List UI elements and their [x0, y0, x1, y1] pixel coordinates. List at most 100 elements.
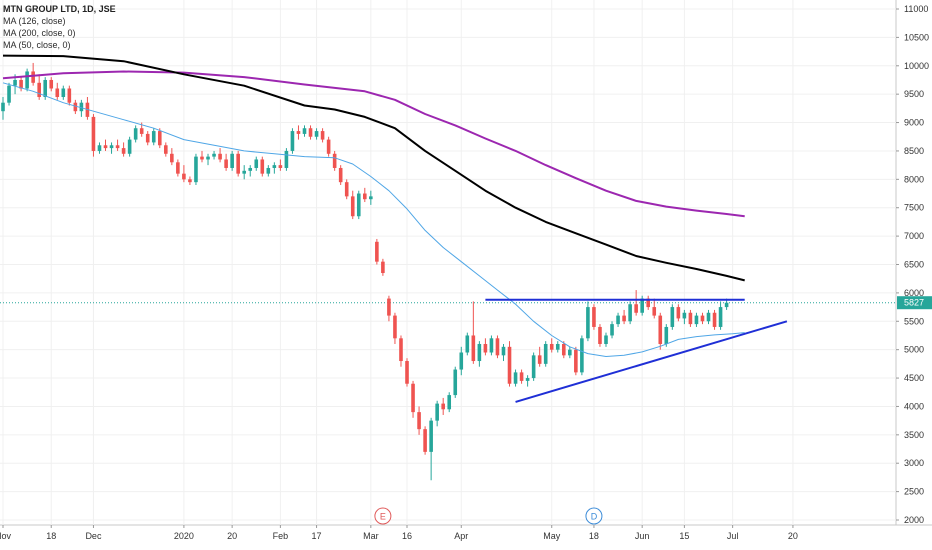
time-tick-label: Jul [727, 531, 739, 541]
last-price-label-box [897, 296, 932, 310]
candle-body [646, 298, 651, 308]
candle-body [688, 312, 693, 325]
candle-body [103, 145, 108, 149]
legend-ma50[interactable]: MA (50, close, 0) [3, 40, 71, 50]
price-tick-label: 11000 [904, 4, 928, 14]
candle-body [61, 88, 66, 98]
candle-body [592, 307, 596, 327]
event-marker-circle [585, 507, 603, 525]
time-tick-label: 18 [589, 531, 599, 541]
event-marker-e[interactable]: E [374, 507, 392, 525]
time-tick-label: Mar [363, 531, 379, 541]
price-tick-label: 4000 [904, 401, 924, 411]
candle-body [176, 162, 180, 174]
time-tick-label: Jun [635, 531, 650, 541]
candle-body [561, 343, 566, 356]
ma50-line [2, 82, 745, 357]
time-tick-label: Nov [0, 531, 11, 541]
candle-body [616, 315, 620, 325]
price-tick-label: 8000 [904, 174, 924, 184]
candle-body [350, 196, 355, 217]
candle-body [447, 395, 452, 410]
candle-body [568, 349, 572, 356]
candle-body [465, 335, 470, 353]
candle-body [170, 153, 174, 163]
candle-body [55, 88, 60, 98]
time-tick-label: Apr [454, 531, 468, 541]
price-tick-label: 10000 [904, 61, 929, 71]
candle-body [151, 131, 156, 143]
candle-body [411, 383, 415, 413]
candle-body [290, 131, 295, 151]
candle-body [417, 412, 421, 430]
candle-body [369, 196, 373, 200]
price-tick-label: 9000 [904, 118, 924, 128]
candle-body [682, 312, 687, 319]
price-tick-label: 2500 [904, 487, 924, 497]
candle-body [453, 369, 458, 396]
candle-body [218, 153, 222, 160]
candle-body [405, 361, 409, 384]
trendlines[interactable] [485, 298, 788, 403]
candle-body [543, 343, 548, 364]
time-tick-label: 17 [312, 531, 322, 541]
candlestick-series [1, 62, 729, 481]
time-axis[interactable]: Nov18Dec202020Feb17Mar16AprMay18Jun15Jul… [0, 525, 798, 541]
candle-body [555, 343, 560, 350]
candle-body [344, 182, 349, 197]
candle-body [477, 343, 482, 362]
candle-body [67, 88, 72, 103]
candle-body [640, 298, 644, 313]
legend-ma126[interactable]: MA (126, close) [3, 16, 66, 26]
price-tick-label: 3500 [904, 430, 924, 440]
price-tick-label: 5000 [904, 345, 924, 355]
candle-body [278, 165, 283, 168]
candle-body [25, 71, 29, 89]
candle-body [694, 315, 699, 325]
candle-body [19, 79, 23, 89]
candle-body [387, 298, 391, 316]
legend-ma200[interactable]: MA (200, close, 0) [3, 28, 76, 38]
ma200-line [2, 54, 745, 282]
candle-body [194, 156, 198, 183]
candle-body [441, 403, 445, 410]
symbol-title[interactable]: MTN GROUP LTD, 1D, JSE [3, 4, 116, 14]
price-axis[interactable]: 2000 2500 3000 3500 4000 4500 5000 5500 6000 6500… [896, 4, 929, 525]
event-marker-d[interactable]: D [585, 507, 603, 525]
candle-body [604, 335, 608, 344]
candle-body [236, 153, 240, 174]
candle-body [670, 307, 675, 327]
moving-averages [2, 54, 745, 357]
candle-body [519, 372, 524, 381]
candle-body [507, 346, 512, 384]
candle-body [91, 116, 96, 151]
time-tick-label: 2020 [174, 531, 194, 541]
candle-body [1, 102, 5, 112]
candle-body [435, 403, 439, 421]
candle-body [549, 343, 554, 350]
candle-body [254, 159, 259, 168]
price-tick-label: 7000 [904, 231, 924, 241]
candle-body [381, 261, 385, 274]
time-tick-label: 20 [788, 531, 798, 541]
candle-body [200, 156, 204, 160]
price-tick-label: 9500 [904, 89, 924, 99]
candle-body [338, 167, 343, 183]
event-marker-label: E [380, 512, 386, 522]
ma126-line [2, 70, 745, 218]
trendline[interactable] [515, 320, 788, 403]
candle-body [489, 338, 494, 353]
candle-body [580, 338, 584, 373]
candle-body [314, 131, 319, 137]
candle-body [127, 139, 132, 154]
candle-body [7, 85, 11, 103]
candle-body [284, 150, 289, 168]
candle-body [429, 420, 433, 452]
candle-body [706, 312, 711, 322]
candle-body [121, 148, 126, 154]
time-tick-label: 18 [46, 531, 56, 541]
candle-body [320, 131, 325, 140]
